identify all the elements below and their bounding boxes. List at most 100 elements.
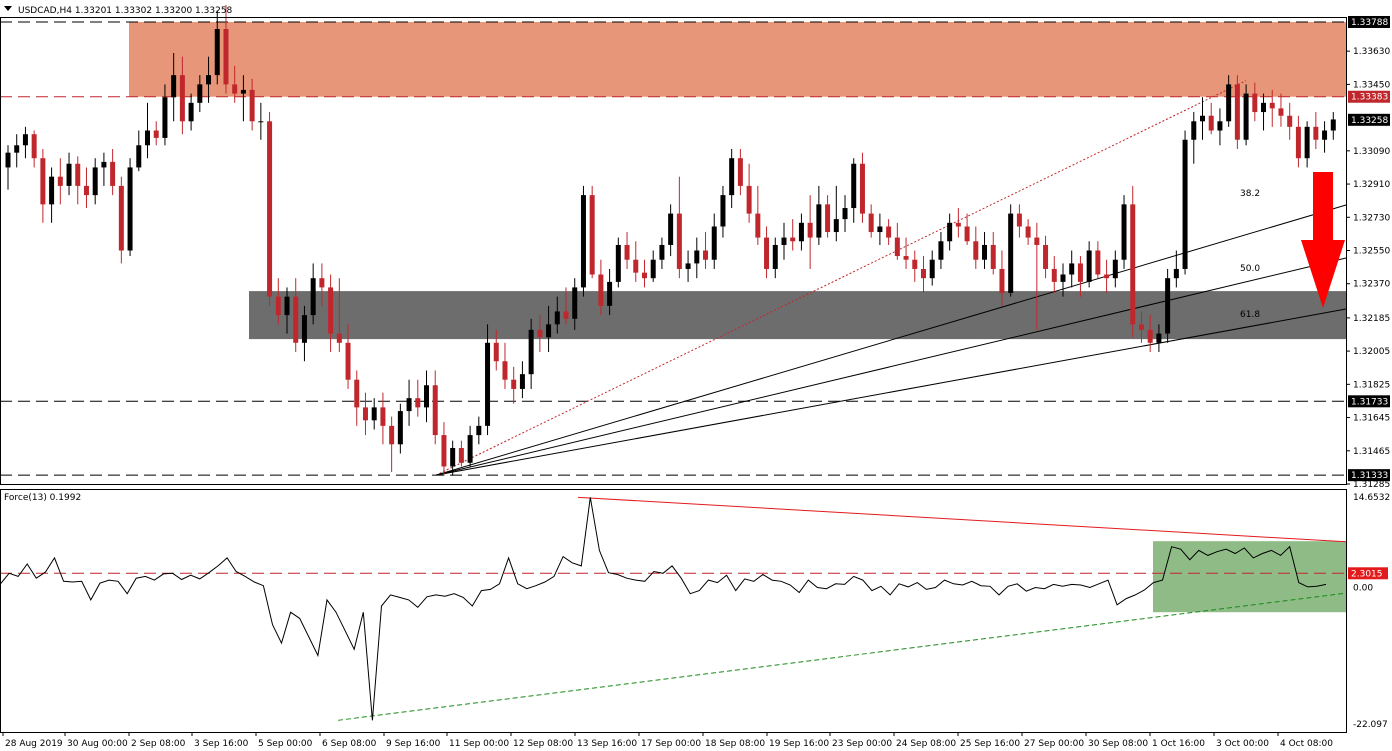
candle-body	[737, 158, 743, 186]
candle-body	[807, 222, 813, 238]
candle	[1034, 222, 1040, 330]
x-tick-label: 27 Sep 00:00	[1024, 739, 1084, 749]
candle	[83, 167, 89, 209]
candle	[415, 379, 421, 417]
candle	[1261, 93, 1267, 131]
candle	[5, 145, 11, 190]
force-zone	[1153, 541, 1346, 613]
candle	[999, 250, 1005, 306]
candle-body	[380, 407, 386, 426]
candle-body	[110, 161, 116, 186]
candle-body	[301, 315, 307, 343]
candle	[66, 152, 72, 196]
candle	[424, 370, 430, 423]
candle-body	[310, 278, 316, 316]
candle	[206, 56, 212, 103]
candle	[336, 278, 342, 353]
price-tag-label: 1.33788	[1351, 18, 1388, 28]
candle	[458, 440, 464, 467]
collapse-triangle-icon[interactable]	[4, 6, 12, 11]
candle	[737, 148, 743, 196]
candle	[1077, 256, 1083, 297]
candle-body	[502, 361, 508, 380]
candle-body	[415, 398, 421, 408]
candle	[371, 398, 377, 430]
candle	[903, 237, 909, 269]
price-tag	[1348, 469, 1390, 482]
candle	[894, 222, 900, 260]
x-tick-label: 12 Sep 08:00	[513, 739, 573, 749]
candle	[75, 156, 81, 205]
candle	[729, 148, 735, 209]
support-zone	[249, 291, 1346, 340]
resistance-zone	[129, 21, 1346, 97]
candle-body	[825, 204, 831, 233]
candle-body	[1243, 93, 1249, 140]
candle	[955, 208, 961, 238]
candle	[842, 195, 848, 233]
x-tick-label: 4 Oct 08:00	[1280, 739, 1333, 749]
candle-body	[772, 244, 778, 269]
fib-fan-line	[435, 204, 1347, 476]
candle-body	[711, 226, 717, 260]
candle	[57, 158, 63, 205]
candle-body	[153, 130, 159, 138]
candle	[310, 263, 316, 325]
candle-body	[920, 268, 926, 279]
candle	[982, 232, 988, 269]
candle-body	[833, 219, 839, 233]
candle-body	[894, 237, 900, 257]
candle-body	[1008, 213, 1014, 293]
candle	[859, 152, 865, 223]
candle	[485, 324, 491, 436]
candle	[101, 152, 107, 186]
candle	[563, 287, 569, 325]
candle	[816, 185, 822, 245]
y-tick-label: 1.31825	[1353, 380, 1390, 390]
candle	[1252, 82, 1258, 122]
candle-body	[328, 287, 334, 334]
fib-fan-label: 38.2	[1240, 189, 1260, 199]
candle	[633, 241, 639, 282]
horizontal-levels	[0, 21, 1346, 476]
candle-body	[659, 244, 665, 260]
candle	[798, 213, 804, 251]
x-tick-label: 17 Sep 00:00	[641, 739, 701, 749]
candle-body	[720, 195, 726, 227]
candle-body	[572, 287, 578, 319]
candle	[546, 305, 552, 353]
candle-body	[397, 411, 403, 445]
candle	[362, 392, 368, 436]
candle	[1278, 93, 1284, 127]
candle	[1051, 256, 1057, 293]
candle	[851, 158, 857, 223]
candle-body	[145, 130, 151, 146]
candle-body	[1121, 204, 1127, 260]
force-tick-label: 0.00	[1353, 584, 1373, 594]
x-tick-label: 5 Sep 00:00	[258, 739, 313, 749]
candle	[31, 130, 37, 168]
candlestick-series	[5, 5, 1336, 476]
candle-body	[389, 425, 395, 445]
candle-body	[990, 244, 996, 269]
candle	[92, 158, 98, 205]
candle-body	[1069, 263, 1075, 275]
x-tick-label: 18 Sep 08:00	[705, 739, 765, 749]
fib-fan-line	[435, 308, 1347, 476]
candle	[1199, 97, 1205, 140]
y-tick-label: 1.31465	[1353, 447, 1390, 457]
candle-body	[406, 398, 412, 412]
candle-body	[1295, 126, 1301, 159]
candle	[764, 226, 770, 279]
candle-body	[57, 176, 63, 186]
panel-frames	[0, 17, 1347, 733]
candle-body	[1173, 268, 1179, 279]
candle	[519, 361, 525, 399]
candle-body	[1165, 278, 1171, 334]
candle	[676, 176, 682, 279]
candle-body	[92, 167, 98, 196]
y-tick-label: 1.33630	[1353, 47, 1390, 57]
candle-body	[441, 435, 447, 467]
x-tick-label: 3 Sep 16:00	[194, 739, 249, 749]
candle-body	[1191, 121, 1197, 140]
